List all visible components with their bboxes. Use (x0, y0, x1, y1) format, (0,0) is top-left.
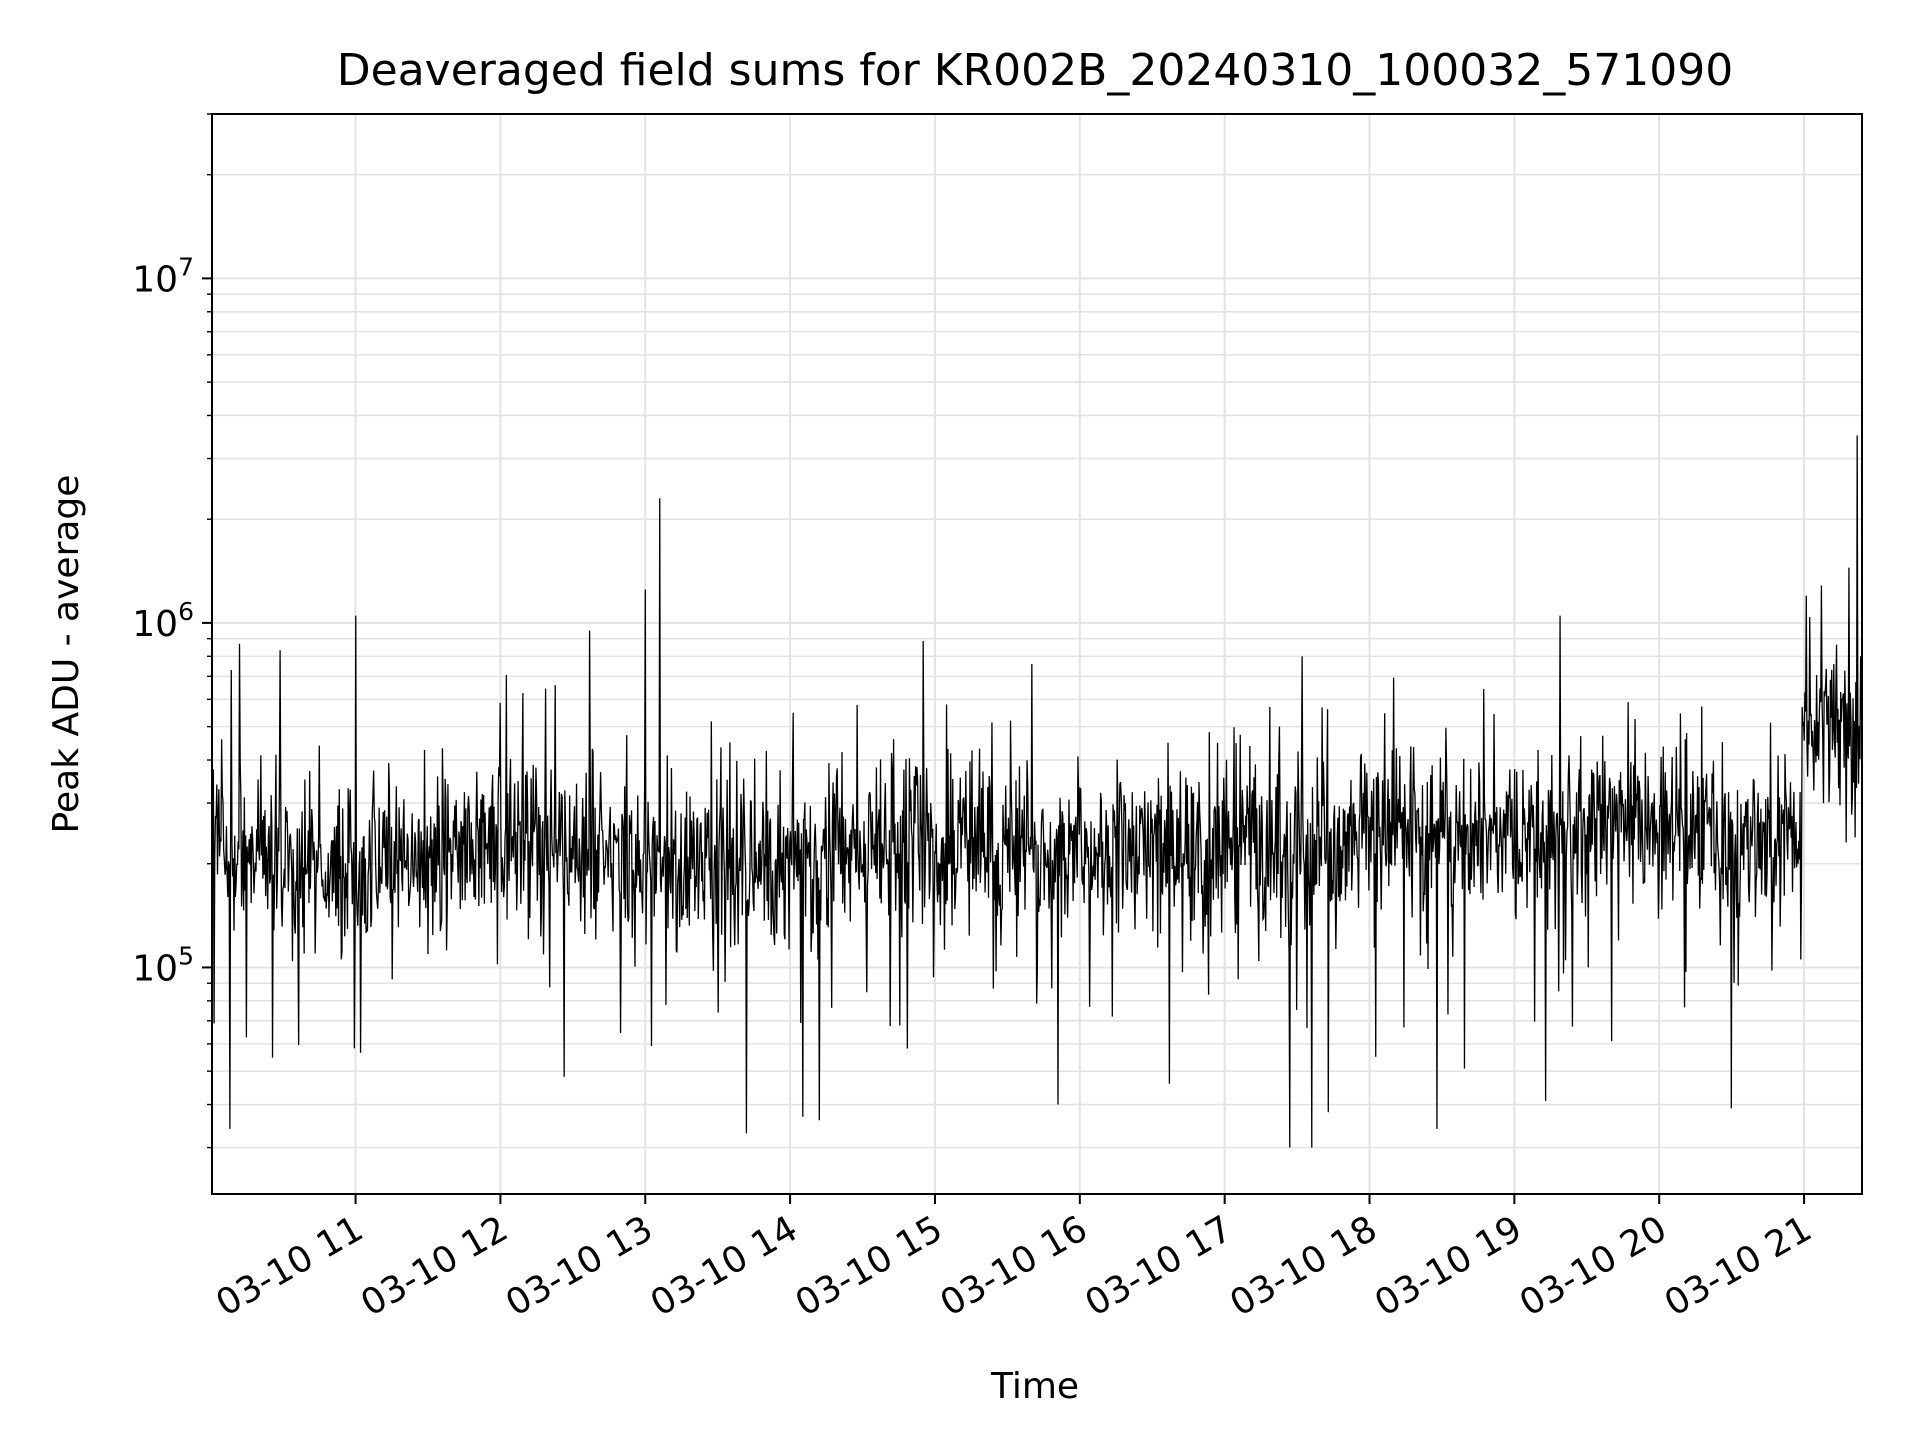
y-tick-label: 105 (132, 941, 194, 989)
plot-area-frame (211, 113, 1863, 1195)
grid-lines (212, 113, 1862, 1194)
y-tick-label: 106 (132, 597, 194, 645)
y-axis-label: Peak ADU - average (46, 475, 87, 834)
tick-marks (202, 113, 1806, 1204)
y-tick-labels: 105 106 107 (132, 252, 194, 989)
data-layer (211, 435, 1863, 1148)
chart-title: Deaveraged field sums for KR002B_2024031… (337, 45, 1733, 96)
x-axis-label: Time (990, 1366, 1079, 1407)
series-line (211, 435, 1863, 1148)
y-tick-label: 107 (132, 252, 194, 300)
